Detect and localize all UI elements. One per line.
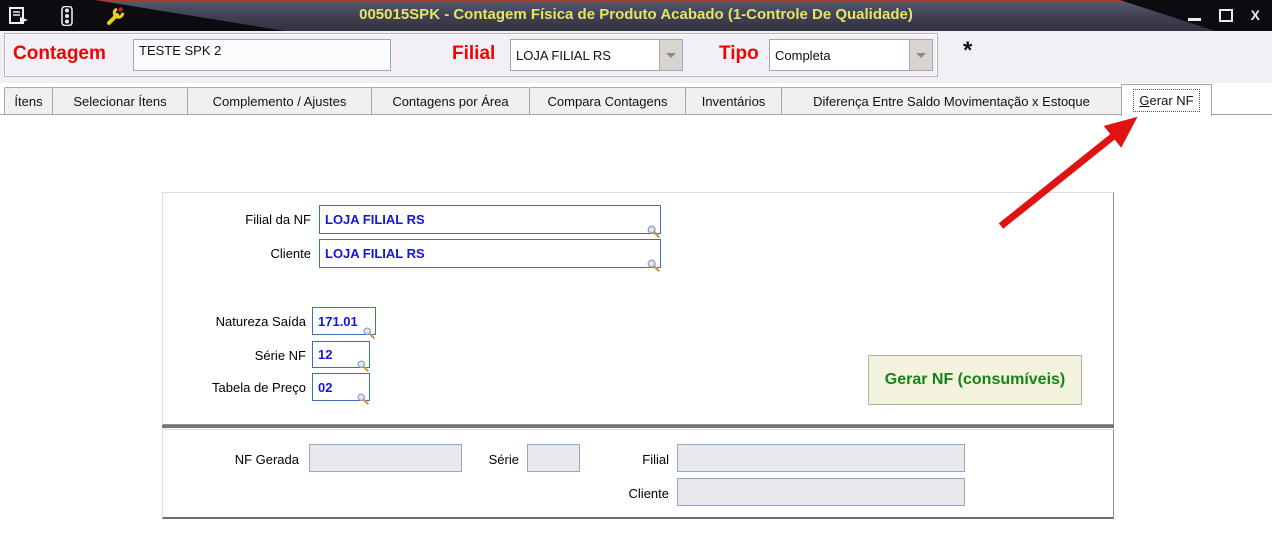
tab-diferenca-saldo[interactable]: Diferença Entre Saldo Movimentação x Est… bbox=[781, 87, 1122, 115]
document-menu-icon[interactable] bbox=[8, 5, 30, 27]
cliente-result-label: Cliente bbox=[628, 486, 669, 501]
natureza-saida-label: Natureza Saída bbox=[215, 314, 306, 329]
nf-gerada-output bbox=[309, 444, 462, 472]
tab-label: Complemento / Ajustes bbox=[212, 93, 347, 109]
tab-label: Gerar NF bbox=[1133, 89, 1200, 112]
tab-label: Contagens por Área bbox=[392, 93, 509, 109]
tipo-dropdown-button[interactable] bbox=[909, 40, 932, 70]
tab-label: Diferença Entre Saldo Movimentação x Est… bbox=[813, 93, 1090, 109]
filial-output bbox=[677, 444, 965, 472]
window-title: 005015SPK - Contagem Física de Produto A… bbox=[359, 6, 913, 23]
serie-nf-field bbox=[312, 341, 370, 372]
serie-result-label: Série bbox=[488, 452, 519, 467]
magnifier-icon[interactable] bbox=[647, 259, 660, 272]
filial-select[interactable]: LOJA FILIAL RS bbox=[510, 39, 683, 71]
tipo-label: Tipo bbox=[719, 43, 759, 64]
tab-complemento-ajustes[interactable]: Complemento / Ajustes bbox=[187, 87, 372, 115]
header-bar: Contagem Filial LOJA FILIAL RS Tipo Comp… bbox=[0, 31, 1272, 83]
filial-select-value: LOJA FILIAL RS bbox=[516, 47, 611, 63]
magnifier-icon[interactable] bbox=[363, 327, 375, 339]
serie-nf-label: Série NF bbox=[254, 348, 306, 363]
filial-da-nf-field bbox=[319, 205, 661, 238]
filial-da-nf-input[interactable] bbox=[319, 205, 661, 234]
nf-gerada-label: NF Gerada bbox=[234, 452, 299, 467]
filial-da-nf-label: Filial da NF bbox=[245, 212, 311, 227]
title-bar: 005015SPK - Contagem Física de Produto A… bbox=[0, 0, 1272, 31]
tabela-de-preco-label: Tabela de Preço bbox=[212, 380, 306, 395]
magnifier-icon[interactable] bbox=[647, 225, 660, 238]
cliente-output bbox=[677, 478, 965, 506]
gerar-nf-form-panel: Filial da NF Cliente Natureza Saída Séri… bbox=[162, 192, 1114, 425]
tab-label: Compara Contagens bbox=[547, 93, 668, 109]
filial-label: Filial bbox=[452, 43, 496, 64]
tab-compara-contagens[interactable]: Compara Contagens bbox=[529, 87, 686, 115]
tab-selecionar-itens[interactable]: Selecionar Ítens bbox=[52, 87, 188, 115]
magnifier-icon[interactable] bbox=[357, 360, 369, 372]
traffic-light-icon[interactable] bbox=[56, 5, 78, 27]
required-asterisk: * bbox=[963, 37, 973, 64]
chevron-down-icon bbox=[666, 52, 676, 58]
tab-gerar-nf[interactable]: Gerar NF bbox=[1121, 84, 1212, 116]
tab-inventarios[interactable]: Inventários bbox=[685, 87, 782, 115]
tipo-select[interactable]: Completa bbox=[769, 39, 933, 71]
filial-result-label: Filial bbox=[642, 452, 669, 467]
filial-dropdown-button[interactable] bbox=[659, 40, 682, 70]
contagem-label: Contagem bbox=[13, 43, 106, 64]
tab-label: Inventários bbox=[701, 93, 766, 109]
maximize-button[interactable] bbox=[1218, 9, 1233, 22]
tabela-de-preco-field bbox=[312, 373, 370, 405]
cliente-field bbox=[319, 239, 661, 272]
header-panel: Contagem Filial LOJA FILIAL RS Tipo Comp… bbox=[4, 33, 938, 77]
chevron-down-icon bbox=[916, 52, 926, 58]
magnifier-icon[interactable] bbox=[357, 393, 369, 405]
contagem-input[interactable] bbox=[133, 39, 391, 71]
serie-output bbox=[527, 444, 580, 472]
cliente-label: Cliente bbox=[270, 246, 311, 261]
titlebar-red-stripe bbox=[60, 0, 1152, 2]
gerar-nf-consumiveis-button[interactable]: Gerar NF (consumíveis) bbox=[868, 355, 1082, 405]
minimize-button[interactable] bbox=[1187, 18, 1201, 21]
tab-label: Selecionar Ítens bbox=[73, 93, 167, 109]
tipo-select-value: Completa bbox=[775, 47, 831, 63]
tab-contagens-por-area[interactable]: Contagens por Área bbox=[371, 87, 530, 115]
cliente-input[interactable] bbox=[319, 239, 661, 268]
close-button[interactable]: X bbox=[1250, 7, 1260, 23]
tab-itens[interactable]: Ítens bbox=[4, 87, 53, 115]
panel-divider bbox=[162, 425, 1114, 428]
natureza-saida-field bbox=[312, 307, 376, 339]
wrench-icon[interactable] bbox=[104, 5, 126, 27]
nf-result-panel: NF Gerada Série Filial Cliente bbox=[162, 429, 1114, 519]
tab-label: Ítens bbox=[14, 93, 43, 109]
